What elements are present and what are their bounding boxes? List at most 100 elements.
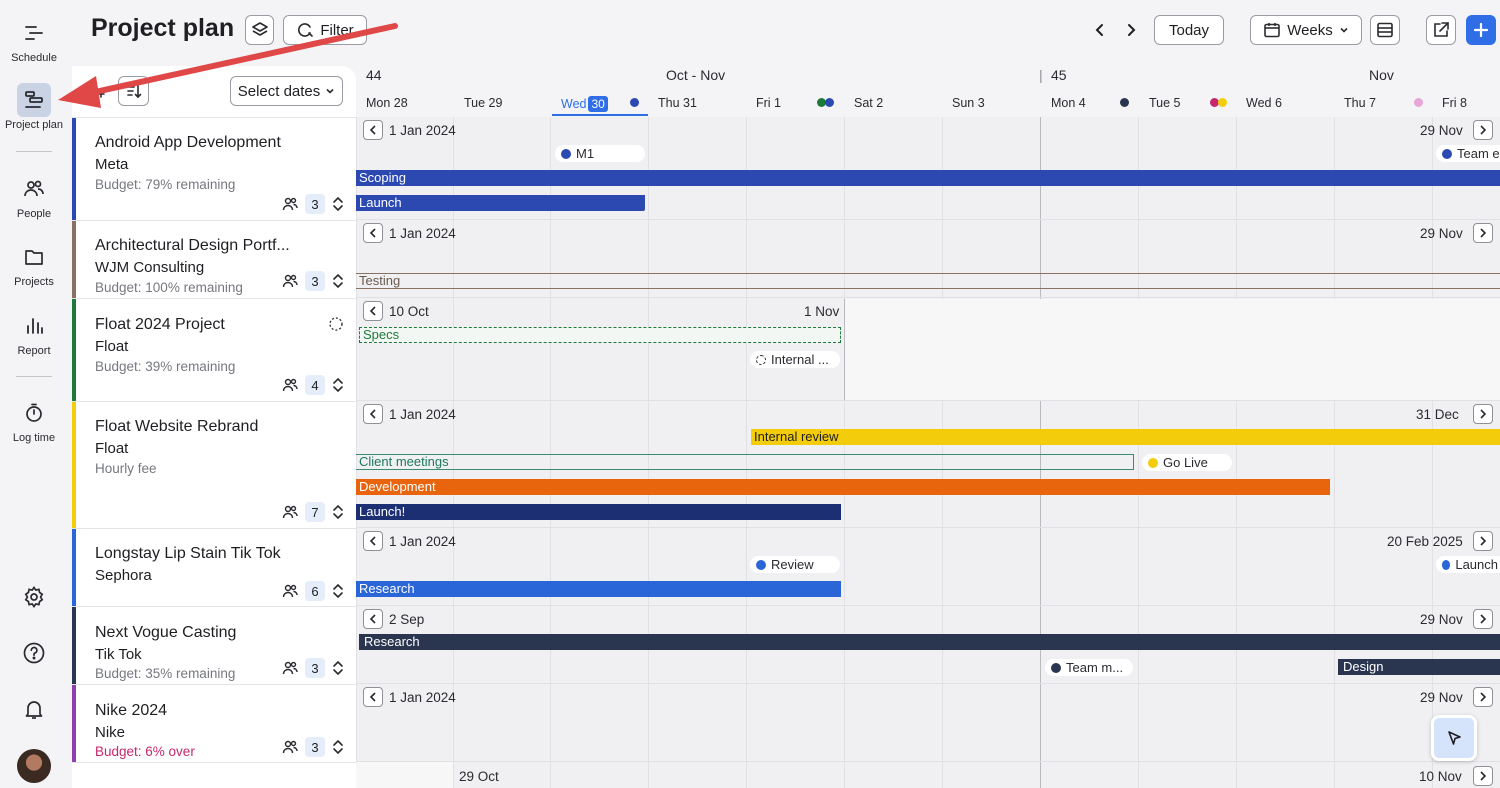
range-start-prev-button[interactable] — [363, 609, 383, 629]
nav-item-people[interactable]: People — [0, 172, 68, 220]
next-period-button[interactable] — [1116, 15, 1146, 45]
phase-bar[interactable]: Development — [356, 479, 1330, 495]
view-select[interactable]: Weeks — [1250, 15, 1362, 45]
sort-icon — [126, 84, 141, 99]
range-start-prev-button[interactable] — [363, 687, 383, 707]
phase-bar[interactable]: Launch! — [356, 504, 841, 520]
range-end-next-button[interactable] — [1473, 531, 1493, 551]
phase-bar[interactable]: Research — [359, 634, 1500, 650]
milestone-dot — [1442, 148, 1452, 159]
add-project-row-icon[interactable] — [82, 76, 112, 106]
chevron-right-icon — [1480, 771, 1487, 781]
expand-collapse-icon[interactable] — [332, 504, 344, 520]
day-label: Wed 6 — [1246, 96, 1282, 110]
plus-icon — [1473, 22, 1489, 38]
density-toggle-button[interactable] — [1370, 15, 1400, 45]
gear-icon[interactable] — [19, 582, 49, 612]
nav-label: Schedule — [11, 52, 57, 64]
project-row[interactable]: Longstay Lip Stain Tik Tok Sephora 6 — [72, 529, 356, 607]
nav-item-log-time[interactable]: Log time — [0, 396, 68, 444]
help-icon[interactable] — [19, 638, 49, 668]
project-client: WJM Consulting — [95, 259, 205, 276]
pointer-tool-button[interactable] — [1431, 715, 1477, 761]
phase-bar[interactable]: Client meetings — [356, 454, 1134, 470]
expand-collapse-icon[interactable] — [332, 273, 344, 289]
chevron-down-icon — [326, 88, 334, 94]
phase-bar[interactable]: Design — [1338, 659, 1500, 675]
range-start-prev-button[interactable] — [363, 404, 383, 424]
project-budget: Budget: 35% remaining — [95, 666, 236, 681]
nav-item-project-plan[interactable]: Project plan — [0, 83, 68, 131]
today-button[interactable]: Today — [1154, 15, 1224, 45]
phase-bar[interactable]: Launch — [356, 195, 645, 211]
phase-bar[interactable]: Internal review — [751, 429, 1500, 445]
phase-bar[interactable]: Scoping — [356, 170, 1500, 186]
expand-collapse-icon[interactable] — [332, 739, 344, 755]
chevron-left-icon — [369, 692, 376, 702]
phase-bar[interactable]: Testing — [356, 273, 1500, 289]
export-button[interactable] — [1426, 15, 1456, 45]
member-count: 4 — [305, 375, 325, 395]
select-dates-button[interactable]: Select dates — [230, 76, 343, 106]
prev-period-button[interactable] — [1085, 15, 1115, 45]
select-dates-label: Select dates — [237, 82, 321, 100]
layers-button[interactable] — [245, 15, 274, 45]
chevron-left-icon — [369, 614, 376, 624]
range-end-next-button[interactable] — [1473, 223, 1493, 243]
nav-divider — [16, 151, 52, 152]
expand-collapse-icon[interactable] — [332, 196, 344, 212]
project-meta: 3 — [282, 194, 344, 214]
bell-icon[interactable] — [19, 694, 49, 724]
range-end-label: 10 Nov — [1419, 769, 1462, 784]
phase-bar[interactable]: Research — [356, 581, 841, 597]
timeline-grid — [356, 117, 1500, 788]
avatar[interactable] — [17, 749, 51, 783]
nav-item-report[interactable]: Report — [0, 309, 68, 357]
filter-button[interactable]: Filter — [283, 15, 367, 45]
project-row[interactable]: Float Website Rebrand Float Hourly fee 7 — [72, 402, 356, 529]
project-row[interactable]: Next Vogue Casting Tik Tok Budget: 35% r… — [72, 607, 356, 685]
milestone-dot — [1218, 98, 1227, 107]
expand-collapse-icon[interactable] — [332, 583, 344, 599]
people-icon — [282, 274, 298, 288]
range-start-prev-button[interactable] — [363, 301, 383, 321]
chevron-right-icon — [1480, 125, 1487, 135]
range-end-label: 29 Nov — [1420, 123, 1463, 138]
milestone[interactable]: Launch — [1436, 556, 1500, 573]
project-row[interactable]: Android App Development Meta Budget: 79%… — [72, 118, 356, 221]
expand-collapse-icon[interactable] — [332, 660, 344, 676]
milestone[interactable]: Review — [750, 556, 840, 573]
today-indicator — [552, 114, 648, 116]
range-end-next-button[interactable] — [1473, 404, 1493, 424]
project-row[interactable]: Float 2024 Project Float Budget: 39% rem… — [72, 299, 356, 402]
range-start-prev-button[interactable] — [363, 223, 383, 243]
milestone[interactable]: Team m... — [1045, 659, 1133, 676]
week-number: 44 — [366, 67, 382, 83]
range-start-prev-button[interactable] — [363, 531, 383, 551]
timeline: 44 Oct - Nov | 45 Nov Mon 28 Tue 29 Wed 3… — [356, 60, 1500, 788]
project-row[interactable]: Nike 2024 Nike Budget: 6% over 3 — [72, 685, 356, 763]
sort-button[interactable] — [118, 76, 149, 106]
chevron-left-icon — [369, 228, 376, 238]
range-end-label: 29 Nov — [1420, 612, 1463, 627]
milestone[interactable]: Team e — [1436, 145, 1500, 162]
week-range-label: Nov — [1369, 67, 1394, 83]
nav-label: Project plan — [4, 119, 64, 131]
add-button[interactable] — [1466, 15, 1496, 45]
range-start-label: 1 Jan 2024 — [389, 690, 456, 705]
milestone[interactable]: Go Live — [1142, 454, 1232, 471]
nav-item-projects[interactable]: Projects — [0, 240, 68, 288]
range-start-prev-button[interactable] — [363, 120, 383, 140]
expand-collapse-icon[interactable] — [332, 377, 344, 393]
milestone-dot — [630, 98, 639, 107]
range-end-next-button[interactable] — [1473, 609, 1493, 629]
milestone[interactable]: Internal ... — [750, 351, 840, 368]
nav-item-schedule[interactable]: Schedule — [0, 16, 68, 64]
people-icon — [17, 172, 51, 206]
range-end-next-button[interactable] — [1473, 120, 1493, 140]
range-end-next-button[interactable] — [1473, 766, 1493, 786]
range-end-next-button[interactable] — [1473, 687, 1493, 707]
project-row[interactable]: Architectural Design Portf... WJM Consul… — [72, 221, 356, 299]
milestone[interactable]: M1 — [555, 145, 645, 162]
phase-bar[interactable]: Specs — [359, 327, 841, 343]
